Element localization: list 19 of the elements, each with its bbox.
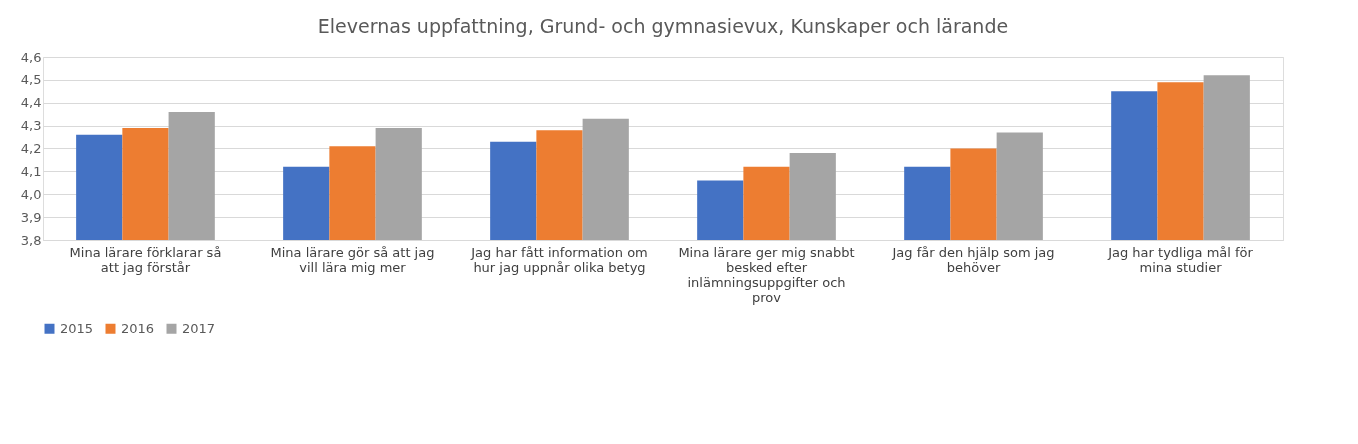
y-tick-label: 4,4 (20, 95, 42, 111)
y-tick-label: 3,9 (20, 209, 42, 225)
y-tick-label: 4,5 (20, 72, 42, 88)
chart-title: Elevernas uppfattning, Grund- och gymnasievux, Kunskaper och lärande (317, 15, 1009, 37)
x-tick-label: Mina lärare ger mig snabbt besked efter inlämningsuppgifter och prov (678, 244, 855, 305)
x-tick-label: Jag får den hjälp som jag behöver (891, 244, 1055, 275)
x-tick-label: Mina lärare förklarar så att jag förstår (69, 244, 222, 275)
y-tick-label: 4,0 (20, 186, 42, 202)
y-tick-label: 3,8 (20, 232, 42, 248)
legend-label: 2017 (182, 320, 216, 336)
y-tick-label: 4,3 (20, 118, 42, 134)
legend-label: 2016 (121, 320, 155, 336)
x-tick-label: Jag har fått information om hur jag uppnår olika betyg (470, 244, 648, 275)
y-tick-label: 4,2 (20, 141, 42, 156)
legend-label: 2015 (60, 320, 94, 336)
x-tick-label: Jag har tydliga mål för mina studier (1107, 244, 1254, 275)
y-tick-label: 4,6 (20, 49, 42, 65)
x-tick-label: Mina lärare gör så att jag vill lära mig mer (270, 244, 435, 275)
y-tick-label: 4,1 (20, 163, 42, 179)
